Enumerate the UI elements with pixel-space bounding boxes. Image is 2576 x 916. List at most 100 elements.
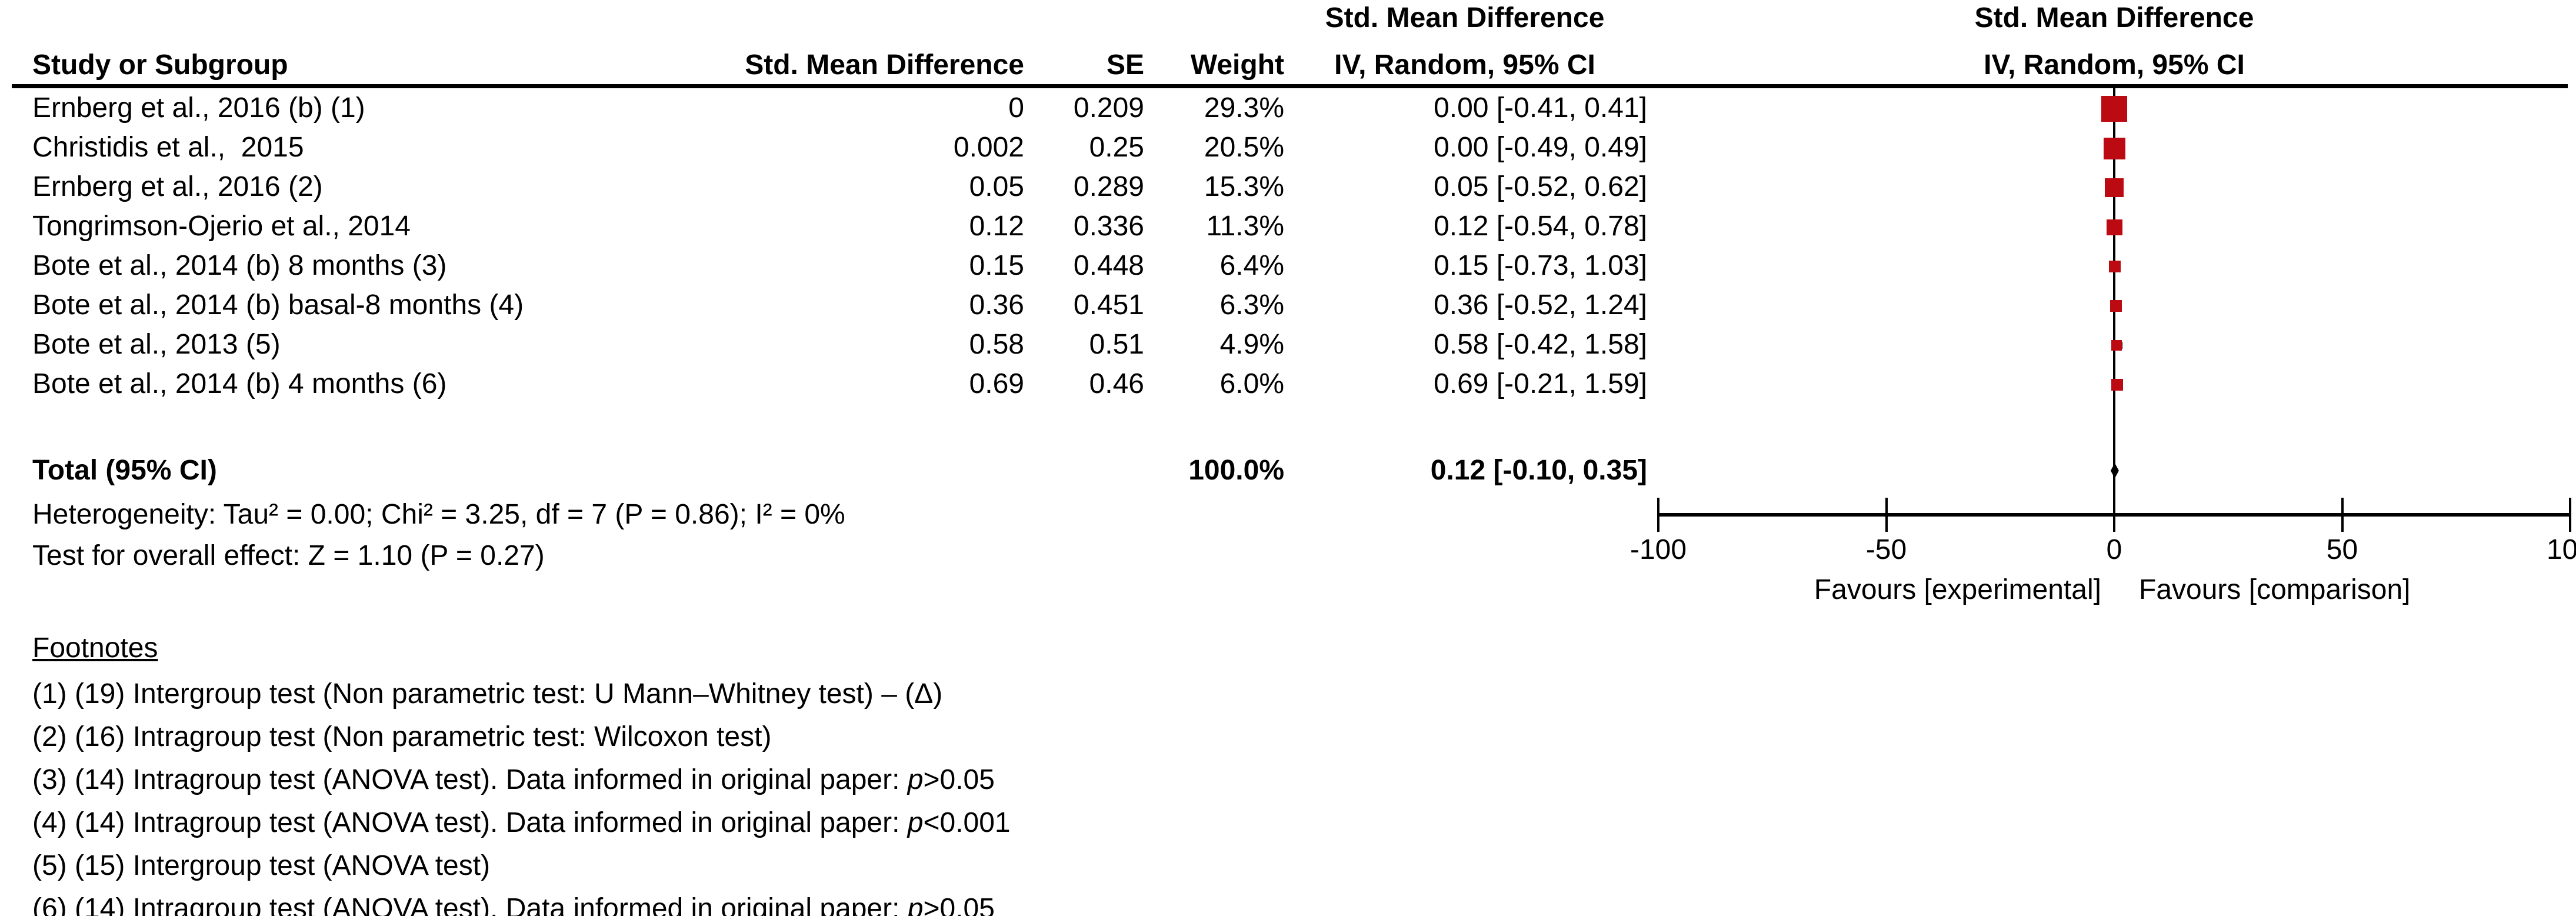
cell-weight: 4.9% [1219,329,1284,360]
footnote-text: (6) (14) Intragroup test (ANOVA test). D… [32,893,908,916]
column-header-ci: IV, Random, 95% CI [1334,49,1595,81]
study-row: Ernberg et al., 2016 (b) (1) 0 0.209 29.3% 0… [32,88,1647,128]
favours-comparison-label: Favours [comparison] [2139,574,2411,605]
total-row: Total (95% CI) 100.0% 0.12 [-0.10, 0.35] [32,451,1647,490]
footnote-pvalue-p: p [907,807,924,838]
footnote-text: >0.05 [923,764,995,795]
cell-weight: 29.3% [1204,92,1284,124]
cell-study: Ernberg et al., 2016 (b) (1) [32,92,365,124]
cell-ci: 0.00 [-0.49, 0.49] [1434,132,1647,163]
footnote-text: >0.05 [923,893,995,916]
cell-study: Bote et al., 2014 (b) 4 months (6) [32,368,447,399]
total-effect-diamond [2110,463,2119,478]
ci-column-group-title: Std. Mean Difference [1325,2,1605,34]
cell-weight: 6.3% [1219,289,1284,321]
footnote-text: (2) (16) Intragroup test (Non parametric… [32,721,772,752]
study-rows: Ernberg et al., 2016 (b) (1) 0 0.209 29.3% 0… [32,88,1647,404]
cell-smd: 0.002 [953,132,1024,163]
footnotes-title: Footnotes [32,632,158,664]
column-header-se: SE [1106,49,1144,81]
total-weight: 100.0% [1188,455,1284,486]
cell-study: Ernberg et al., 2016 (2) [32,171,323,202]
footnotes-list: (1) (19) Intergroup test (Non parametric… [32,672,1011,916]
total-ci: 0.12 [-0.10, 0.35] [1430,455,1647,486]
study-row: Tongrimson-Ojerio et al., 2014 0.12 0.336 1… [32,206,1647,246]
study-row: Bote et al., 2014 (b) 4 months (6) 0.69 0.… [32,364,1647,404]
x-axis-tick [2113,498,2115,532]
effect-marker [2107,219,2123,235]
effect-marker [2101,96,2127,122]
column-header-study: Study or Subgroup [32,49,288,81]
footnote-pvalue-p: p [907,893,924,916]
cell-se: 0.451 [1073,289,1144,321]
footnote-line: (6) (14) Intragroup test (ANOVA test). D… [32,887,1011,916]
cell-weight: 6.0% [1219,368,1284,399]
cell-study: Christidis et al., 2015 [32,132,304,163]
cell-study: Bote et al., 2014 (b) basal-8 months (4) [32,289,524,321]
cell-study: Bote et al., 2013 (5) [32,329,281,360]
total-label: Total (95% CI) [32,455,217,486]
study-row: Ernberg et al., 2016 (2) 0.05 0.289 15.3% 0.… [32,167,1647,206]
footnote-text: <0.001 [923,807,1011,838]
cell-smd: 0.58 [969,329,1024,360]
x-axis-tick-label: 50 [2326,534,2358,565]
cell-se: 0.46 [1089,368,1144,399]
cell-ci: 0.12 [-0.54, 0.78] [1434,211,1647,242]
cell-ci: 0.15 [-0.73, 1.03] [1434,250,1647,281]
header-divider-rule [12,84,2568,88]
footnote-line: (4) (14) Intragroup test (ANOVA test). D… [32,801,1011,844]
effect-marker [2103,137,2125,159]
x-axis-tick [1885,498,1888,532]
cell-weight: 11.3% [1206,211,1284,242]
study-row: Bote et al., 2014 (b) 8 months (3) 0.15 0.… [32,246,1647,285]
cell-ci: 0.00 [-0.41, 0.41] [1434,92,1647,124]
study-row: Christidis et al., 2015 0.002 0.25 20.5% 0.0… [32,128,1647,167]
effect-marker [2109,261,2121,272]
column-header-weight: Weight [1190,49,1284,81]
cell-ci: 0.36 [-0.52, 1.24] [1434,289,1647,321]
x-axis-tick-label: 100 [2546,534,2576,565]
cell-se: 0.448 [1073,250,1144,281]
cell-se: 0.336 [1073,211,1144,242]
cell-study: Bote et al., 2014 (b) 8 months (3) [32,250,447,281]
x-axis-tick-label: -50 [1865,534,1907,565]
cell-smd: 0.69 [969,368,1024,399]
cell-se: 0.25 [1089,132,1144,163]
cell-study: Tongrimson-Ojerio et al., 2014 [32,211,411,242]
effect-marker [2110,300,2122,312]
cell-weight: 15.3% [1204,171,1284,202]
cell-se: 0.51 [1089,329,1144,360]
column-header-smd: Std. Mean Difference [745,49,1024,81]
footnote-text: (3) (14) Intragroup test (ANOVA test). D… [32,764,908,795]
x-axis-tick-label: -100 [1629,534,1687,565]
footnote-line: (5) (15) Intergroup test (ANOVA test) [32,844,1011,887]
cell-weight: 20.5% [1204,132,1284,163]
footnote-line: (1) (19) Intergroup test (Non parametric… [32,672,1011,715]
cell-smd: 0.36 [969,289,1024,321]
cell-smd: 0.15 [969,250,1024,281]
plot-group-title: Std. Mean Difference [1974,2,2254,34]
favours-experimental-label: Favours [experimental] [1814,574,2101,605]
footnote-line: (2) (16) Intragroup test (Non parametric… [32,715,1011,758]
cell-smd: 0 [1008,92,1024,124]
cell-ci: 0.69 [-0.21, 1.59] [1434,368,1647,399]
effect-marker [2105,178,2124,197]
footnote-line: (3) (14) Intragroup test (ANOVA test). D… [32,758,1011,801]
cell-smd: 0.12 [969,211,1024,242]
x-axis-tick-label: 0 [2106,534,2122,565]
overall-effect-test: Test for overall effect: Z = 1.10 (P = 0… [32,540,545,571]
study-row: Bote et al., 2014 (b) basal-8 months (4)… [32,285,1647,325]
cell-ci: 0.58 [-0.42, 1.58] [1434,329,1647,360]
study-row: Bote et al., 2013 (5) 0.58 0.51 4.9% 0.58 [-… [32,325,1647,364]
x-axis-tick [2341,498,2344,532]
effect-marker [2111,379,2124,391]
cell-weight: 6.4% [1219,250,1284,281]
heterogeneity-stats: Heterogeneity: Tau² = 0.00; Chi² = 3.25,… [32,499,845,530]
footnote-pvalue-p: p [907,764,924,795]
cell-smd: 0.05 [969,171,1024,202]
footnote-text: (5) (15) Intergroup test (ANOVA test) [32,850,491,881]
footnote-text: (1) (19) Intergroup test (Non parametric… [32,678,943,710]
cell-se: 0.209 [1073,92,1144,124]
